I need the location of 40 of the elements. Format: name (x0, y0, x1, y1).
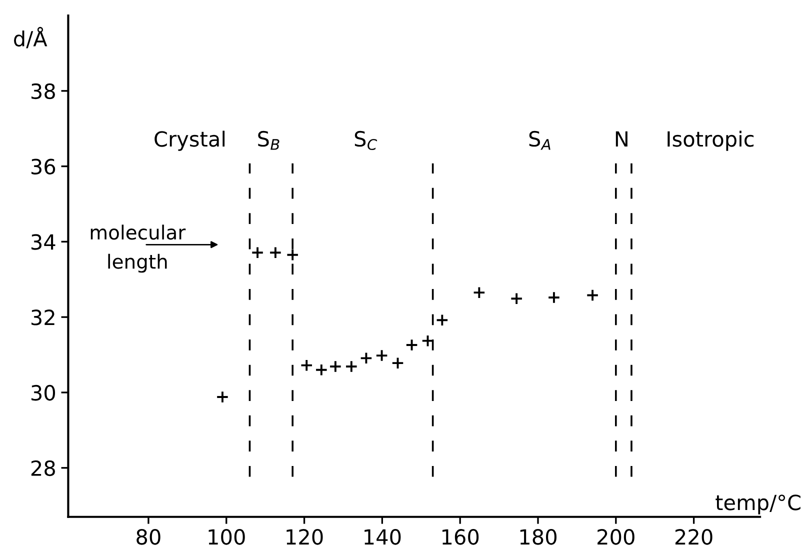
y-axis-title: d/Å (14, 26, 48, 48)
x-tick-label: 80 (136, 529, 160, 545)
annotation: N (616, 131, 628, 147)
y-tick-label: 36 (31, 158, 56, 175)
annotation: S$_{A}$ (529, 130, 550, 150)
point (586, 288, 599, 302)
point (436, 314, 449, 326)
x-tick-label: 160 (442, 529, 479, 545)
x-axis-title: temp/°C (716, 494, 800, 514)
point (315, 364, 328, 376)
annotation: Isotropic (668, 130, 754, 151)
point (329, 360, 342, 373)
point (472, 286, 486, 299)
annotation: S$_{C}$ (354, 130, 378, 150)
point (375, 349, 388, 362)
point (286, 248, 299, 262)
point (405, 338, 418, 352)
y-tick-label: 28 (31, 460, 55, 476)
x-tick-label: 120 (286, 529, 323, 545)
x-tick-label: 140 (364, 529, 401, 545)
point (216, 390, 229, 404)
x-tick-label: 220 (675, 529, 712, 545)
point (345, 360, 358, 373)
point (269, 246, 282, 259)
annotation: molecular length (90, 224, 186, 273)
annotation: Crystal (154, 130, 225, 151)
y-tick-label: 32 (31, 310, 54, 326)
point (300, 358, 313, 372)
point (251, 246, 264, 259)
point (510, 292, 523, 305)
point (360, 352, 373, 365)
annotation: S$_{B}$ (258, 130, 280, 150)
y-tick-label: 30 (31, 384, 56, 401)
x-tick-label: 200 (598, 529, 634, 545)
x-tick-label: 180 (520, 529, 556, 545)
point (548, 291, 560, 304)
x-tick-label: 100 (208, 529, 245, 545)
point (391, 356, 404, 370)
y-tick-label: 34 (31, 234, 56, 250)
y-tick-label: 38 (31, 83, 55, 100)
